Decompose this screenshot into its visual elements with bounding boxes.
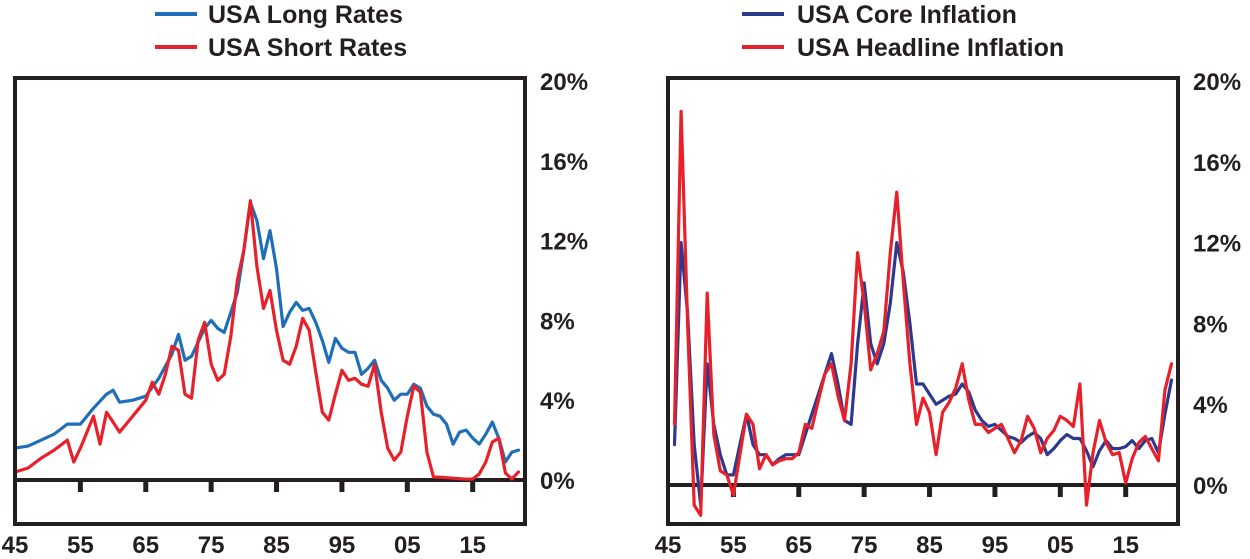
left-x-tick-label-0: 45: [2, 532, 29, 559]
right-x-tick-3: [861, 487, 867, 497]
left-x-tick-6: [404, 482, 410, 492]
left-series-line-1: [13, 199, 521, 481]
right-x-tick-2: [796, 487, 802, 497]
left-y-tick-label-0: 20%: [540, 69, 588, 96]
right-y-tick-label-5: 0%: [1193, 473, 1228, 500]
right-x-tick-4: [927, 487, 933, 497]
left-x-tick-1: [77, 482, 83, 492]
right-x-tick-6: [1057, 487, 1063, 497]
right-x-tick-label-0: 45: [655, 532, 682, 559]
left-chart: USA Long Rates USA Short Rates 20% 16% 12% 8%…: [2, 1, 588, 559]
left-x-tick-3: [208, 482, 214, 492]
right-x-tick-7: [1123, 487, 1129, 497]
right-y-tick-label-2: 12%: [1193, 231, 1241, 258]
right-legend-label-0: USA Core Inflation: [797, 1, 1017, 29]
left-y-tick-label-3: 8%: [540, 308, 575, 335]
right-y-tick-label-0: 20%: [1193, 69, 1241, 96]
right-x-tick-label-2: 65: [785, 532, 812, 559]
right-x-tick-label-6: 05: [1047, 532, 1074, 559]
left-legend-label-0: USA Long Rates: [208, 1, 403, 29]
right-y-tick-label-4: 4%: [1193, 392, 1228, 419]
left-x-tick-label-7: 15: [459, 532, 486, 559]
right-series-line-0: [672, 241, 1174, 507]
left-x-tick-4: [274, 482, 280, 492]
left-x-tick-label-3: 75: [198, 532, 225, 559]
left-x-tick-5: [339, 482, 345, 492]
left-x-tick-2: [143, 482, 149, 492]
left-y-tick-label-1: 16%: [540, 149, 588, 176]
right-x-tick-label-7: 15: [1112, 532, 1139, 559]
right-x-tick-label-1: 55: [720, 532, 747, 559]
right-y-tick-label-1: 16%: [1193, 150, 1241, 177]
left-x-tick-label-2: 65: [132, 532, 159, 559]
right-x-tick-5: [992, 487, 998, 497]
right-x-tick-label-3: 75: [851, 532, 878, 559]
left-legend-label-1: USA Short Rates: [208, 34, 407, 62]
left-y-tick-label-4: 4%: [540, 388, 575, 415]
right-plot-frame: [666, 76, 1180, 526]
right-chart: USA Core Inflation USA Headline Inflation…: [655, 1, 1241, 559]
left-x-tick-label-6: 05: [394, 532, 421, 559]
right-x-tick-label-5: 95: [982, 532, 1009, 559]
right-x-tick-label-4: 85: [916, 532, 943, 559]
left-x-tick-7: [470, 482, 476, 492]
left-x-tick-label-4: 85: [263, 532, 290, 559]
right-series-line-1: [672, 109, 1174, 517]
left-plot-frame: [13, 76, 527, 526]
right-legend-label-1: USA Headline Inflation: [797, 34, 1064, 62]
left-y-tick-label-2: 12%: [540, 229, 588, 256]
left-x-tick-label-1: 55: [67, 532, 94, 559]
right-y-tick-label-3: 8%: [1193, 311, 1228, 338]
left-y-tick-label-5: 0%: [540, 468, 575, 495]
left-x-tick-label-5: 95: [329, 532, 356, 559]
